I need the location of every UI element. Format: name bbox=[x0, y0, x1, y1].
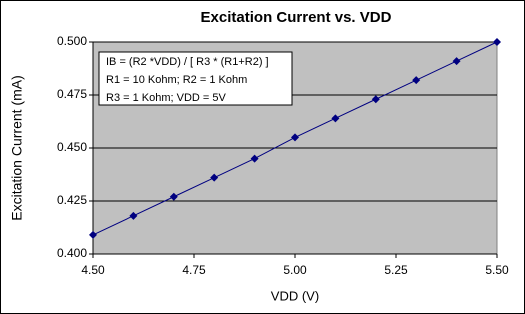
x-tick-label: 4.75 bbox=[182, 263, 206, 277]
y-tick-label: 0.450 bbox=[57, 140, 87, 154]
y-axis-label: Excitation Current (mA) bbox=[9, 75, 25, 220]
x-tick-label: 5.50 bbox=[485, 263, 509, 277]
data-point bbox=[331, 114, 340, 123]
y-tick-label: 0.475 bbox=[57, 87, 87, 101]
data-point bbox=[291, 133, 299, 142]
x-axis-label: VDD (V) bbox=[271, 288, 319, 303]
data-point bbox=[89, 230, 97, 239]
data-point bbox=[371, 95, 380, 104]
annotation-box bbox=[98, 51, 293, 106]
annotation-text: IB = (R2 *VDD) / [ R3 * (R1+R2) ] bbox=[106, 56, 269, 68]
x-tick-label: 4.50 bbox=[81, 263, 105, 277]
y-tick-label: 0.500 bbox=[57, 34, 87, 48]
x-tick-label: 5.00 bbox=[283, 263, 307, 277]
x-tick-label: 5.25 bbox=[384, 263, 408, 277]
data-point bbox=[412, 76, 421, 85]
y-tick-label: 0.400 bbox=[57, 246, 87, 260]
annotation-text: R3 = 1 Kohm; VDD = 5V bbox=[106, 92, 226, 104]
annotation-text: R1 = 10 Kohm; R2 = 1 Kohm bbox=[106, 74, 247, 86]
data-point bbox=[129, 211, 138, 220]
data-point bbox=[169, 192, 178, 201]
chart-title: Excitation Current vs. VDD bbox=[201, 9, 392, 26]
y-tick-label: 0.425 bbox=[57, 193, 87, 207]
data-point bbox=[452, 57, 461, 66]
data-point bbox=[250, 154, 259, 163]
data-point bbox=[210, 173, 219, 182]
data-point bbox=[493, 38, 501, 46]
